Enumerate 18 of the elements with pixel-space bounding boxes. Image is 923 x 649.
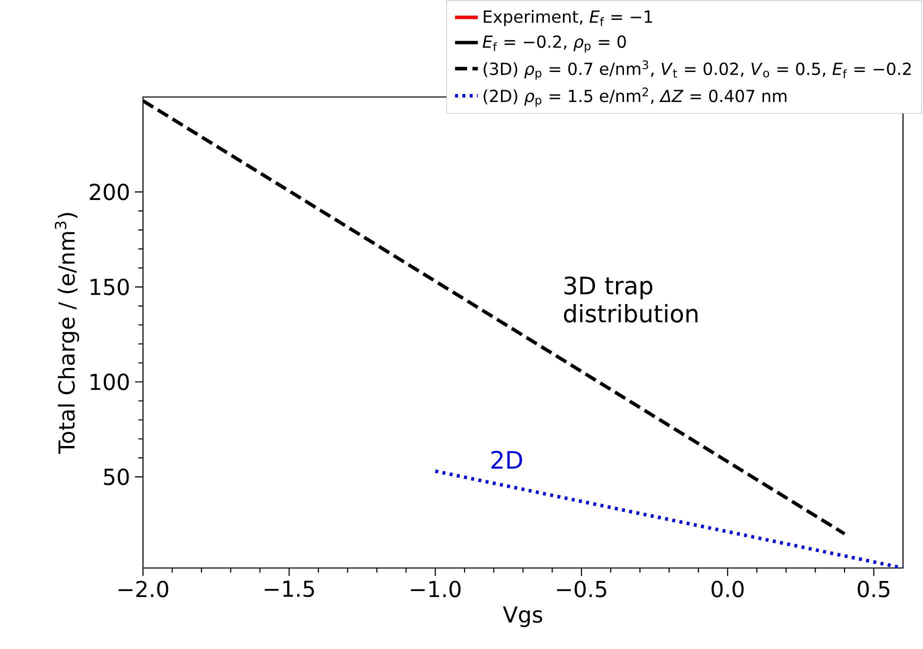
legend-label: Experiment, E$_{f}$ = −1 bbox=[484, 10, 652, 26]
y-tick-label: 100 bbox=[90, 374, 129, 390]
x-tick-label: 0.5 bbox=[858, 580, 890, 598]
text: (3D) ρ$_{p}$ = 0.7 e/nm$^{3}$, V$_{t}$ = 0.02, V$_{o}$ = 0.5, E$_{f}$ = −0.2 bbox=[484, 60, 911, 80]
y-tick-label: 150 bbox=[90, 278, 129, 296]
annotation: 2D bbox=[491, 450, 522, 469]
y-tick-label: 50 bbox=[104, 468, 129, 486]
x-axis-title: Vgs bbox=[502, 606, 542, 628]
legend-label: (2D) ρ$_{p}$ = 1.5 e/nm$^{2}$, ΔZ = 0.407 nm bbox=[484, 88, 786, 107]
x-tick-label: −2.0 bbox=[118, 580, 168, 598]
x-tick-label: −1.0 bbox=[410, 580, 461, 598]
x-tick-label: −1.5 bbox=[264, 580, 314, 598]
x-tick-label: −0.5 bbox=[557, 580, 606, 598]
y-axis-title: Total Charge / (e/nm$^{3}$) bbox=[54, 213, 80, 454]
annotation: 3D trap distribution bbox=[564, 276, 698, 323]
y-tick-label: 200 bbox=[90, 184, 129, 200]
legend-label: E$_{f}$ = −0.2, ρ$_{p}$ = 0 bbox=[482, 35, 626, 53]
x-tick-label: 0.0 bbox=[712, 580, 744, 598]
